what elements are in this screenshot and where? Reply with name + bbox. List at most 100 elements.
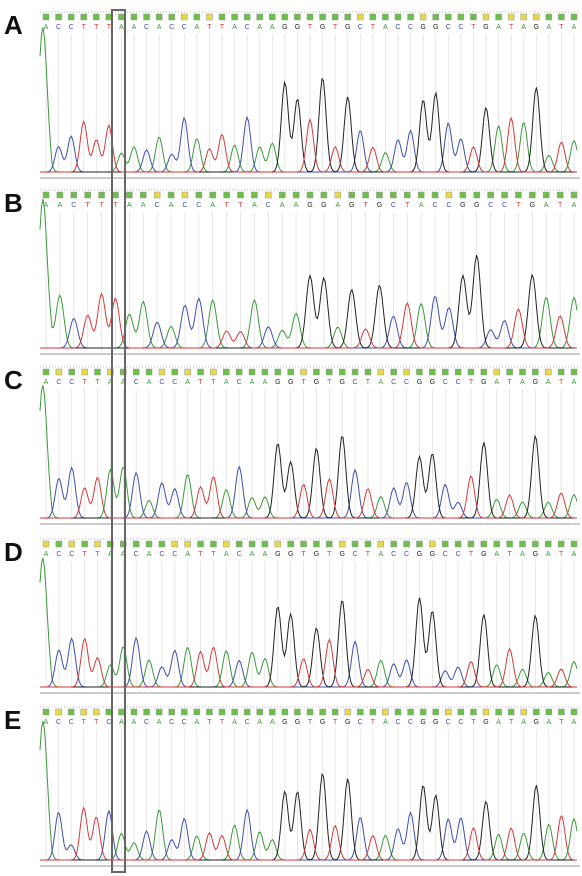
quality-bar (143, 708, 150, 716)
quality-bar (223, 368, 230, 376)
quality-bar (287, 368, 294, 376)
base-call: A (250, 551, 255, 558)
base-call: A (494, 551, 499, 558)
base-call: C (395, 719, 400, 726)
base-call: T (333, 24, 338, 31)
base-call: C (502, 202, 507, 209)
base-call: T (301, 551, 306, 558)
base-call: T (559, 379, 564, 386)
base-call: A (121, 379, 126, 386)
quality-bar (338, 540, 346, 548)
quality-bar (419, 708, 427, 716)
quality-bar (153, 191, 161, 199)
quality-bar (326, 540, 333, 548)
quality-bar (184, 540, 191, 548)
base-call: C (443, 551, 448, 558)
quality-bar (344, 708, 351, 716)
quality-bar (193, 708, 201, 716)
quality-bar (473, 191, 480, 199)
quality-bar (80, 708, 87, 716)
base-call: A (108, 551, 113, 558)
base-call: T (198, 551, 203, 558)
quality-bar (331, 13, 339, 21)
base-call: C (458, 719, 463, 726)
base-call: C (443, 379, 448, 386)
base-call: A (544, 202, 549, 209)
quality-bar (158, 540, 166, 548)
quality-bar (493, 368, 500, 376)
base-call: C (404, 551, 409, 558)
quality-bar (235, 368, 243, 376)
quality-bar (243, 13, 251, 21)
base-call: T (327, 379, 332, 386)
base-call: G (339, 379, 344, 386)
base-call: C (408, 719, 413, 726)
quality-bar (419, 13, 427, 21)
quality-bar (68, 540, 76, 548)
quality-bar (42, 368, 50, 376)
base-call: T (327, 551, 332, 558)
quality-bar (112, 191, 119, 199)
quality-bar (237, 191, 244, 199)
quality-bar (120, 540, 127, 548)
base-call: C (446, 719, 451, 726)
quality-bar (348, 191, 355, 199)
base-call: G (430, 379, 435, 386)
base-call: A (185, 379, 190, 386)
base-call: A (572, 24, 577, 31)
quality-bar (143, 13, 150, 21)
base-call: C (391, 551, 396, 558)
base-call: G (377, 202, 382, 209)
trace (40, 637, 577, 688)
base-call: C (245, 719, 250, 726)
quality-bar (168, 708, 175, 716)
quality-bar (274, 368, 282, 376)
trace (40, 475, 577, 519)
quality-bar (431, 191, 439, 199)
quality-bar (210, 368, 217, 376)
panel-label: C (4, 365, 23, 395)
base-call: A (132, 719, 137, 726)
quality-bar (168, 13, 175, 21)
base-call: T (509, 24, 514, 31)
quality-bar (570, 540, 578, 548)
quality-bar (319, 13, 326, 21)
base-call: T (371, 719, 376, 726)
quality-bar (382, 13, 389, 21)
quality-bar (369, 708, 377, 716)
quality-bar (265, 191, 272, 199)
quality-bar (351, 368, 359, 376)
base-call: C (169, 719, 174, 726)
quality-bar (55, 13, 62, 21)
base-call: C (358, 719, 363, 726)
base-call: C (433, 202, 438, 209)
base-call: C (446, 202, 451, 209)
quality-bar (98, 191, 105, 199)
base-call: A (383, 24, 388, 31)
base-call: T (238, 202, 243, 209)
base-call: A (108, 379, 113, 386)
quality-bar (81, 368, 88, 376)
quality-bar (209, 191, 216, 199)
base-call: A (232, 24, 237, 31)
quality-bar (287, 540, 294, 548)
quality-bar (403, 368, 410, 376)
quality-bar (145, 540, 153, 548)
base-call: C (172, 551, 177, 558)
quality-bar (243, 708, 251, 716)
quality-bar (42, 540, 50, 548)
quality-bar (94, 368, 101, 376)
base-call: G (430, 551, 435, 558)
quality-bar (300, 540, 307, 548)
quality-bar (394, 708, 402, 716)
quality-bar (390, 368, 397, 376)
quality-bar (105, 13, 113, 21)
base-call: A (119, 719, 124, 726)
quality-bar (80, 13, 87, 21)
base-call: A (44, 719, 49, 726)
base-call: C (182, 24, 187, 31)
base-call: A (547, 24, 552, 31)
base-call: G (339, 551, 344, 558)
quality-bar (482, 13, 490, 21)
base-call: C (266, 202, 271, 209)
